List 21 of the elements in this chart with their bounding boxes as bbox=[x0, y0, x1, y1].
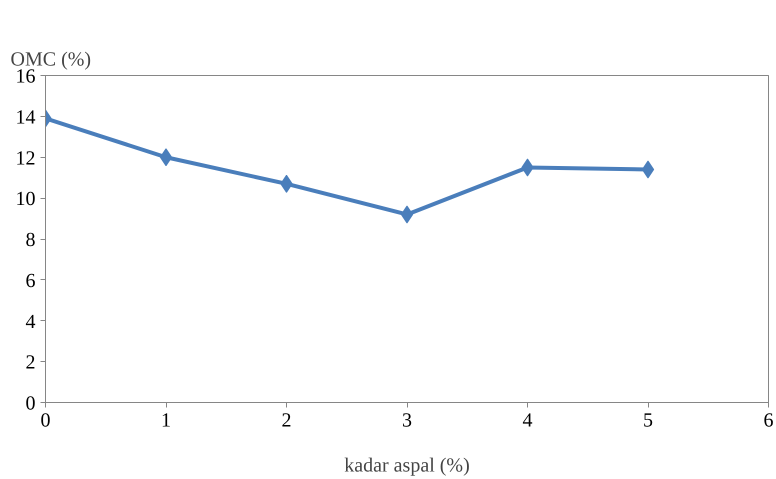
y-tick-label: 6 bbox=[26, 270, 36, 292]
point bbox=[400, 205, 414, 224]
y-tick-label: 12 bbox=[16, 147, 36, 170]
y-tick-label: 2 bbox=[26, 352, 36, 374]
x-tick-label: 3 bbox=[402, 410, 412, 432]
y-tick-label: 4 bbox=[26, 310, 36, 333]
y-tick-label: 10 bbox=[16, 188, 36, 210]
point bbox=[642, 160, 654, 179]
x-axis-title: kadar aspal (%) bbox=[344, 454, 470, 476]
point bbox=[280, 174, 293, 193]
y-tick-label: 0 bbox=[26, 392, 36, 414]
x-tick-label: 5 bbox=[643, 410, 653, 432]
y-tick-label: 14 bbox=[16, 106, 36, 128]
point bbox=[160, 148, 172, 166]
x-tick-label: 4 bbox=[522, 410, 532, 432]
x-tick-label: 0 bbox=[40, 410, 50, 432]
y-tick-label: 8 bbox=[26, 229, 36, 251]
x-tick-label: 2 bbox=[282, 410, 292, 432]
point bbox=[521, 158, 534, 176]
x-tick-label: 6 bbox=[764, 410, 774, 432]
x-tick-label: 1 bbox=[161, 410, 171, 432]
